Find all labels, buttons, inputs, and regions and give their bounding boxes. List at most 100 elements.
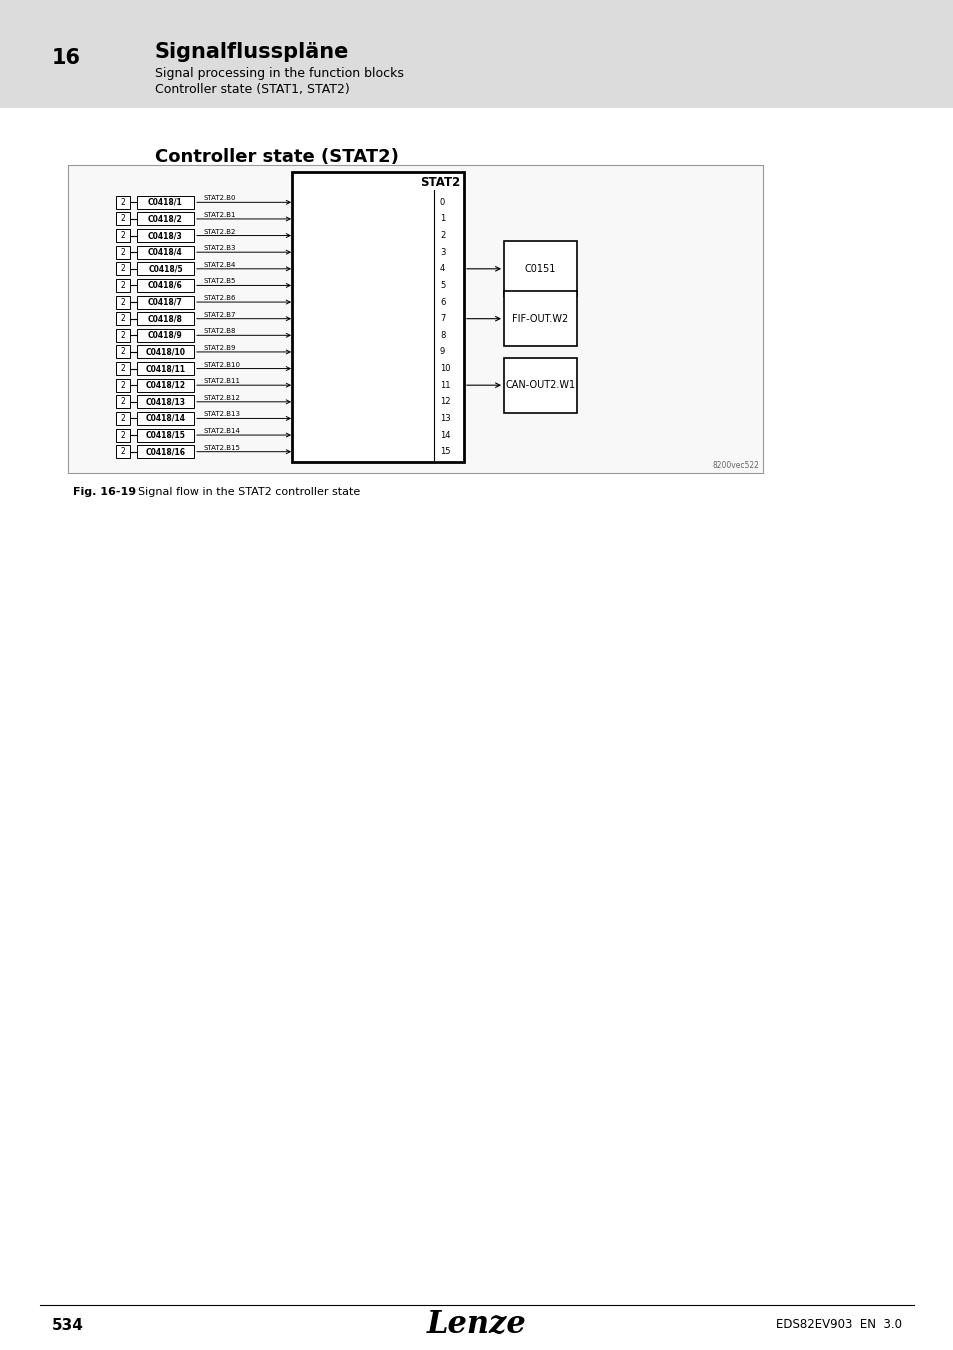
Text: C0418/1: C0418/1: [148, 198, 183, 207]
Text: STAT2.B6: STAT2.B6: [204, 296, 236, 301]
Text: C0418/12: C0418/12: [146, 381, 185, 390]
Text: STAT2.B13: STAT2.B13: [204, 412, 241, 417]
Text: STAT2.B1: STAT2.B1: [204, 212, 236, 217]
Text: 10: 10: [439, 364, 450, 373]
Bar: [137, 230, 193, 242]
Text: 1: 1: [439, 215, 445, 224]
Text: STAT2.B3: STAT2.B3: [204, 246, 236, 251]
Bar: [137, 412, 193, 425]
Bar: [116, 230, 130, 242]
Bar: [116, 362, 130, 375]
Text: Signalflusspläne: Signalflusspläne: [154, 42, 349, 62]
Text: 14: 14: [439, 431, 450, 440]
Text: STAT2.B7: STAT2.B7: [204, 312, 236, 317]
Bar: [116, 279, 130, 292]
Text: 4: 4: [439, 265, 445, 273]
Bar: [137, 446, 193, 458]
Bar: [68, 165, 762, 472]
Text: STAT2.B14: STAT2.B14: [204, 428, 240, 435]
Text: 2: 2: [120, 431, 125, 440]
Text: 2: 2: [120, 397, 125, 406]
Text: 9: 9: [439, 347, 445, 356]
Text: 2: 2: [120, 281, 125, 290]
Bar: [137, 379, 193, 391]
Text: 2: 2: [120, 198, 125, 207]
Text: Fig. 16-19: Fig. 16-19: [73, 487, 136, 497]
Text: C0418/3: C0418/3: [148, 231, 183, 240]
Text: 16: 16: [52, 49, 81, 68]
Bar: [116, 329, 130, 342]
Bar: [137, 212, 193, 225]
Bar: [137, 312, 193, 325]
Text: STAT2.B10: STAT2.B10: [204, 362, 241, 367]
Text: 3: 3: [439, 247, 445, 256]
Text: Signal flow in the STAT2 controller state: Signal flow in the STAT2 controller stat…: [138, 487, 360, 497]
Bar: [137, 329, 193, 342]
Text: 2: 2: [120, 247, 125, 256]
Text: 0: 0: [439, 198, 445, 207]
Bar: [116, 246, 130, 259]
Text: Controller state (STAT2): Controller state (STAT2): [154, 148, 398, 166]
Text: 2: 2: [120, 265, 125, 273]
Bar: [116, 379, 130, 391]
Bar: [503, 242, 577, 296]
Text: 13: 13: [439, 414, 450, 423]
Text: 8200vec522: 8200vec522: [711, 460, 759, 470]
Bar: [137, 279, 193, 292]
Text: 2: 2: [120, 381, 125, 390]
Text: STAT2: STAT2: [419, 176, 459, 189]
Text: EDS82EV903  EN  3.0: EDS82EV903 EN 3.0: [775, 1319, 901, 1331]
Bar: [137, 428, 193, 441]
Text: STAT2.B8: STAT2.B8: [204, 328, 236, 335]
Text: C0418/5: C0418/5: [148, 265, 183, 273]
Text: 2: 2: [120, 315, 125, 323]
Text: STAT2.B5: STAT2.B5: [204, 278, 236, 285]
Text: 7: 7: [439, 315, 445, 323]
Text: 2: 2: [120, 215, 125, 224]
Bar: [116, 412, 130, 425]
Text: 8: 8: [439, 331, 445, 340]
Text: C0418/7: C0418/7: [148, 297, 183, 306]
Text: STAT2.B4: STAT2.B4: [204, 262, 236, 267]
Text: STAT2.B0: STAT2.B0: [204, 196, 236, 201]
Text: C0418/13: C0418/13: [146, 397, 185, 406]
Text: 534: 534: [52, 1318, 84, 1332]
Bar: [116, 212, 130, 225]
Text: 6: 6: [439, 297, 445, 306]
Text: Controller state (STAT1, STAT2): Controller state (STAT1, STAT2): [154, 82, 350, 96]
Bar: [137, 196, 193, 209]
Text: C0418/4: C0418/4: [148, 247, 183, 256]
Text: 2: 2: [120, 347, 125, 356]
Bar: [137, 296, 193, 309]
Text: C0418/8: C0418/8: [148, 315, 183, 323]
Text: FIF-OUT.W2: FIF-OUT.W2: [512, 313, 568, 324]
Bar: [116, 196, 130, 209]
Text: C0418/14: C0418/14: [146, 414, 185, 423]
Text: 2: 2: [120, 331, 125, 340]
Bar: [116, 428, 130, 441]
Bar: [137, 346, 193, 359]
Bar: [137, 246, 193, 259]
Text: STAT2.B2: STAT2.B2: [204, 228, 236, 235]
Text: C0418/10: C0418/10: [146, 347, 185, 356]
Text: 2: 2: [439, 231, 445, 240]
Text: C0418/9: C0418/9: [148, 331, 183, 340]
Text: STAT2.B9: STAT2.B9: [204, 346, 236, 351]
Text: C0418/11: C0418/11: [146, 364, 185, 373]
Text: Signal processing in the function blocks: Signal processing in the function blocks: [154, 66, 403, 80]
Bar: [292, 171, 463, 462]
Bar: [116, 296, 130, 309]
Bar: [116, 262, 130, 275]
Text: Lenze: Lenze: [427, 1310, 526, 1341]
Text: C0418/16: C0418/16: [146, 447, 185, 456]
Text: 2: 2: [120, 414, 125, 423]
Text: C0151: C0151: [524, 263, 556, 274]
Bar: [137, 262, 193, 275]
Bar: [116, 446, 130, 458]
Text: 2: 2: [120, 364, 125, 373]
Text: C0418/15: C0418/15: [146, 431, 185, 440]
Text: 5: 5: [439, 281, 445, 290]
Text: C0418/2: C0418/2: [148, 215, 183, 224]
Text: 15: 15: [439, 447, 450, 456]
Text: 2: 2: [120, 447, 125, 456]
